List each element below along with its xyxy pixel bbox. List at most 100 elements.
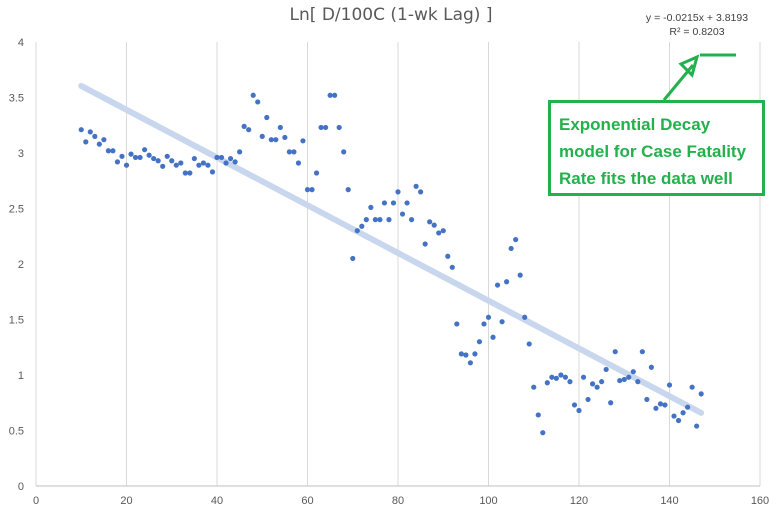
data-point bbox=[395, 189, 401, 195]
data-point bbox=[313, 170, 320, 176]
data-point bbox=[698, 391, 704, 397]
data-point bbox=[454, 321, 460, 327]
data-point bbox=[255, 99, 261, 105]
r-squared-label: R² = 0.8203 bbox=[669, 26, 724, 38]
data-point bbox=[178, 160, 184, 166]
data-point bbox=[612, 349, 618, 355]
data-point bbox=[648, 364, 655, 370]
data-point bbox=[336, 124, 342, 131]
data-point bbox=[250, 92, 256, 98]
data-point bbox=[205, 162, 211, 168]
data-point bbox=[304, 187, 311, 193]
y-tick-label: 4 bbox=[18, 37, 24, 49]
data-point bbox=[341, 149, 347, 155]
data-point bbox=[522, 314, 528, 320]
data-point bbox=[368, 204, 374, 210]
data-point bbox=[689, 384, 695, 390]
data-point bbox=[558, 372, 564, 378]
data-point bbox=[232, 159, 238, 165]
data-point bbox=[218, 154, 225, 161]
x-tick-label: 120 bbox=[570, 495, 588, 507]
data-point bbox=[196, 162, 202, 168]
data-point bbox=[223, 160, 229, 166]
data-point bbox=[608, 400, 614, 406]
data-point bbox=[694, 423, 700, 429]
y-tick-label: 1.5 bbox=[9, 315, 24, 327]
annotation-box: Exponential Decay model for Case Fatalit… bbox=[548, 100, 765, 196]
data-point bbox=[508, 245, 514, 252]
data-point bbox=[408, 217, 415, 223]
data-point bbox=[526, 341, 532, 347]
data-point bbox=[436, 230, 442, 236]
data-point bbox=[617, 377, 623, 384]
data-point bbox=[513, 236, 519, 243]
y-tick-label: 2.5 bbox=[9, 204, 24, 216]
data-point bbox=[599, 379, 605, 385]
data-point bbox=[164, 153, 170, 159]
x-tick-label: 100 bbox=[479, 495, 497, 507]
data-point bbox=[78, 127, 84, 133]
data-point bbox=[467, 360, 473, 366]
data-point bbox=[390, 200, 397, 206]
data-point bbox=[463, 352, 469, 358]
data-point bbox=[399, 211, 406, 217]
trendline-equation: y = -0.0215x + 3.8193 bbox=[646, 12, 748, 24]
data-point bbox=[680, 410, 686, 416]
data-point bbox=[227, 155, 234, 162]
data-point bbox=[160, 163, 166, 169]
data-point bbox=[372, 217, 378, 223]
data-point bbox=[476, 339, 483, 345]
x-tick-label: 80 bbox=[392, 495, 404, 507]
data-point bbox=[246, 127, 252, 133]
data-point bbox=[142, 147, 148, 153]
data-point bbox=[123, 162, 130, 168]
data-point bbox=[621, 376, 627, 383]
data-point bbox=[666, 382, 673, 388]
data-point bbox=[445, 253, 451, 259]
data-point bbox=[381, 200, 388, 206]
data-point bbox=[286, 149, 292, 155]
data-point bbox=[517, 272, 523, 278]
data-point bbox=[264, 114, 270, 121]
data-point bbox=[580, 374, 587, 380]
data-point bbox=[268, 137, 274, 143]
data-point bbox=[657, 401, 664, 407]
data-point bbox=[241, 123, 247, 129]
x-tick-label: 60 bbox=[301, 495, 313, 507]
data-point bbox=[535, 412, 541, 418]
data-point bbox=[404, 200, 410, 206]
data-point bbox=[562, 374, 569, 380]
annotation-line-3: Rate fits the data well bbox=[559, 169, 733, 188]
data-point bbox=[472, 351, 478, 357]
data-point bbox=[295, 160, 302, 166]
data-point bbox=[531, 384, 537, 390]
data-point bbox=[418, 189, 424, 195]
x-tick-label: 140 bbox=[660, 495, 678, 507]
data-point bbox=[237, 149, 243, 155]
x-tick-label: 0 bbox=[33, 495, 39, 507]
data-point bbox=[553, 375, 559, 381]
data-point bbox=[101, 137, 107, 143]
data-point bbox=[110, 148, 116, 154]
data-point bbox=[630, 369, 636, 375]
data-point bbox=[585, 396, 591, 403]
data-point bbox=[363, 217, 369, 223]
data-point bbox=[92, 133, 98, 139]
arrow-head bbox=[678, 54, 700, 78]
y-tick-label: 3.5 bbox=[9, 93, 24, 105]
data-point bbox=[187, 170, 193, 176]
annotation-line-2: model for Case Fatality bbox=[559, 142, 747, 161]
data-point bbox=[354, 228, 360, 234]
data-point bbox=[277, 124, 283, 131]
data-point bbox=[114, 159, 121, 165]
data-point bbox=[332, 92, 338, 98]
data-point bbox=[345, 187, 351, 193]
data-point bbox=[440, 228, 446, 234]
data-point bbox=[594, 384, 600, 390]
data-point bbox=[589, 381, 596, 387]
data-point bbox=[359, 223, 365, 229]
data-point bbox=[635, 379, 641, 385]
data-point bbox=[653, 405, 659, 411]
data-point bbox=[490, 334, 496, 340]
